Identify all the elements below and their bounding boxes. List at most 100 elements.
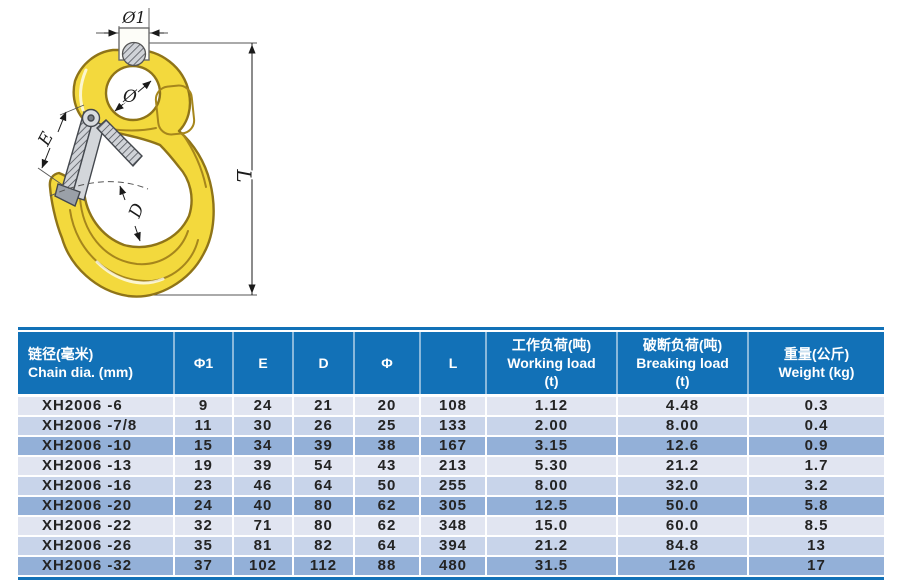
table-row: XH2006 -13 19 39 54 43 213 5.30 21.2 1.7 — [18, 456, 884, 477]
cell-phi: 43 — [353, 456, 420, 477]
cell-phi: 50 — [353, 476, 420, 497]
cell-weight: 0.3 — [747, 395, 884, 417]
cell-working-load: 3.15 — [485, 436, 617, 457]
cell-e: 46 — [232, 476, 293, 497]
col-header-phi: Φ — [353, 332, 420, 397]
cell-l: 213 — [419, 456, 486, 477]
cell-d: 54 — [292, 456, 354, 477]
cell-working-load: 1.12 — [485, 395, 617, 417]
cell-weight: 8.5 — [747, 516, 884, 537]
cell-d: 82 — [292, 536, 354, 557]
cell-phi: 20 — [353, 395, 420, 417]
table-row: XH2006 -26 35 81 82 64 394 21.2 84.8 13 — [18, 536, 884, 557]
hook-technical-drawing: Ø1 Ø E D L — [0, 0, 300, 326]
cell-working-load: 12.5 — [485, 496, 617, 517]
table-top-rule — [18, 327, 884, 330]
col-header-l: L — [419, 332, 486, 397]
cell-phi1: 37 — [173, 556, 233, 575]
cell-e: 81 — [232, 536, 293, 557]
hook-contour-lines — [69, 84, 207, 283]
cell-d: 21 — [292, 395, 354, 417]
cell-d: 26 — [292, 416, 354, 437]
cell-weight: 3.2 — [747, 476, 884, 497]
cell-breaking-load: 84.8 — [616, 536, 748, 557]
cell-weight: 17 — [747, 556, 884, 575]
cell-phi1: 11 — [173, 416, 233, 437]
cell-model: XH2006 -20 — [18, 496, 174, 517]
cell-d: 64 — [292, 476, 354, 497]
cell-breaking-load: 21.2 — [616, 456, 748, 477]
cell-working-load: 2.00 — [485, 416, 617, 437]
shank-cross-section — [118, 27, 150, 67]
table-row: XH2006 -10 15 34 39 38 167 3.15 12.6 0.9 — [18, 436, 884, 457]
cell-weight: 0.4 — [747, 416, 884, 437]
safety-latch — [54, 108, 143, 207]
cell-model: XH2006 -13 — [18, 456, 174, 477]
d-dimension — [49, 181, 149, 242]
cell-model: XH2006 -22 — [18, 516, 174, 537]
cell-phi1: 15 — [173, 436, 233, 457]
cell-e: 71 — [232, 516, 293, 537]
cell-working-load: 21.2 — [485, 536, 617, 557]
cell-weight: 0.9 — [747, 436, 884, 457]
cell-e: 39 — [232, 456, 293, 477]
cell-l: 480 — [419, 556, 486, 575]
phi-dimension — [114, 80, 152, 112]
cell-l: 305 — [419, 496, 486, 517]
table-row: XH2006 -6 9 24 21 20 108 1.12 4.48 0.3 — [18, 395, 884, 417]
cell-e: 24 — [232, 395, 293, 417]
spec-table-body: XH2006 -6 9 24 21 20 108 1.12 4.48 0.3 X… — [18, 395, 884, 575]
table-bottom-rule — [18, 577, 884, 580]
col-header-e: E — [232, 332, 293, 397]
spec-table: 链径(毫米) Chain dia. (mm) Φ1 E D Φ L 工作负荷(吨)… — [18, 332, 884, 575]
cell-breaking-load: 12.6 — [616, 436, 748, 457]
label-phi1: Ø1 — [121, 8, 145, 27]
cell-phi: 64 — [353, 536, 420, 557]
cell-phi1: 23 — [173, 476, 233, 497]
col-header-chain-dia: 链径(毫米) Chain dia. (mm) — [18, 332, 174, 397]
cell-phi1: 32 — [173, 516, 233, 537]
cell-breaking-load: 60.0 — [616, 516, 748, 537]
hook-drawing-svg: Ø1 Ø E D L — [33, 7, 258, 298]
spec-table-header: 链径(毫米) Chain dia. (mm) Φ1 E D Φ L 工作负荷(吨)… — [18, 332, 884, 397]
table-row: XH2006 -32 37 102 112 88 480 31.5 126 17 — [18, 556, 884, 575]
table-row: XH2006 -20 24 40 80 62 305 12.5 50.0 5.8 — [18, 496, 884, 517]
cell-e: 102 — [232, 556, 293, 575]
cell-model: XH2006 -32 — [18, 556, 174, 575]
label-l: L — [232, 168, 256, 182]
cell-e: 34 — [232, 436, 293, 457]
label-e: E — [34, 128, 58, 150]
cell-e: 30 — [232, 416, 293, 437]
cell-phi: 88 — [353, 556, 420, 575]
cell-breaking-load: 4.48 — [616, 395, 748, 417]
cell-weight: 13 — [747, 536, 884, 557]
cell-breaking-load: 126 — [616, 556, 748, 575]
cell-working-load: 15.0 — [485, 516, 617, 537]
cell-model: XH2006 -16 — [18, 476, 174, 497]
cell-d: 80 — [292, 496, 354, 517]
col-header-phi1: Φ1 — [173, 332, 233, 397]
cell-d: 112 — [292, 556, 354, 575]
cell-phi1: 9 — [173, 395, 233, 417]
col-header-breaking-load: 破断负荷(吨) Breaking load (t) — [616, 332, 748, 397]
cell-weight: 5.8 — [747, 496, 884, 517]
cell-l: 255 — [419, 476, 486, 497]
col-header-working-load: 工作负荷(吨) Working load (t) — [485, 332, 617, 397]
cell-model: XH2006 -7/8 — [18, 416, 174, 437]
cell-model: XH2006 -10 — [18, 436, 174, 457]
label-d: D — [125, 200, 149, 221]
cell-working-load: 31.5 — [485, 556, 617, 575]
cell-phi1: 24 — [173, 496, 233, 517]
table-row: XH2006 -7/8 11 30 26 25 133 2.00 8.00 0.… — [18, 416, 884, 437]
label-phi: Ø — [122, 87, 138, 107]
cell-l: 394 — [419, 536, 486, 557]
table-row: XH2006 -22 32 71 80 62 348 15.0 60.0 8.5 — [18, 516, 884, 537]
e-dimension — [37, 104, 85, 187]
cell-e: 40 — [232, 496, 293, 517]
cell-l: 167 — [419, 436, 486, 457]
cell-weight: 1.7 — [747, 456, 884, 477]
col-header-weight: 重量(公斤) Weight (kg) — [747, 332, 884, 397]
cell-phi: 62 — [353, 496, 420, 517]
col-header-d: D — [292, 332, 354, 397]
cell-phi: 62 — [353, 516, 420, 537]
